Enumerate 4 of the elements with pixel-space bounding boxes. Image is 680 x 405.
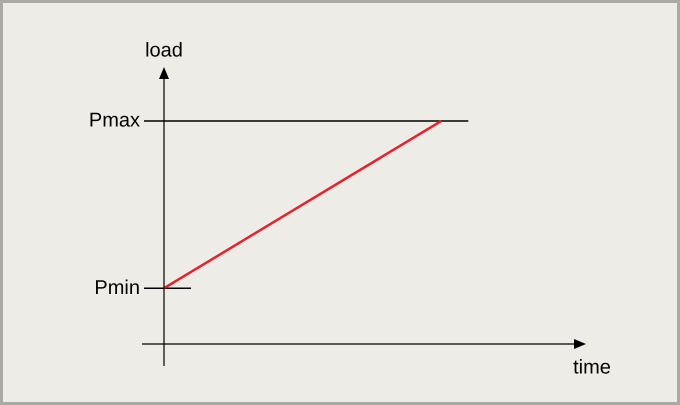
ref-line-label: Pmin bbox=[94, 276, 140, 299]
x-axis-title: time bbox=[573, 356, 611, 379]
ref-line-label: Pmax bbox=[88, 109, 140, 132]
y-axis-title: load bbox=[145, 40, 183, 62]
